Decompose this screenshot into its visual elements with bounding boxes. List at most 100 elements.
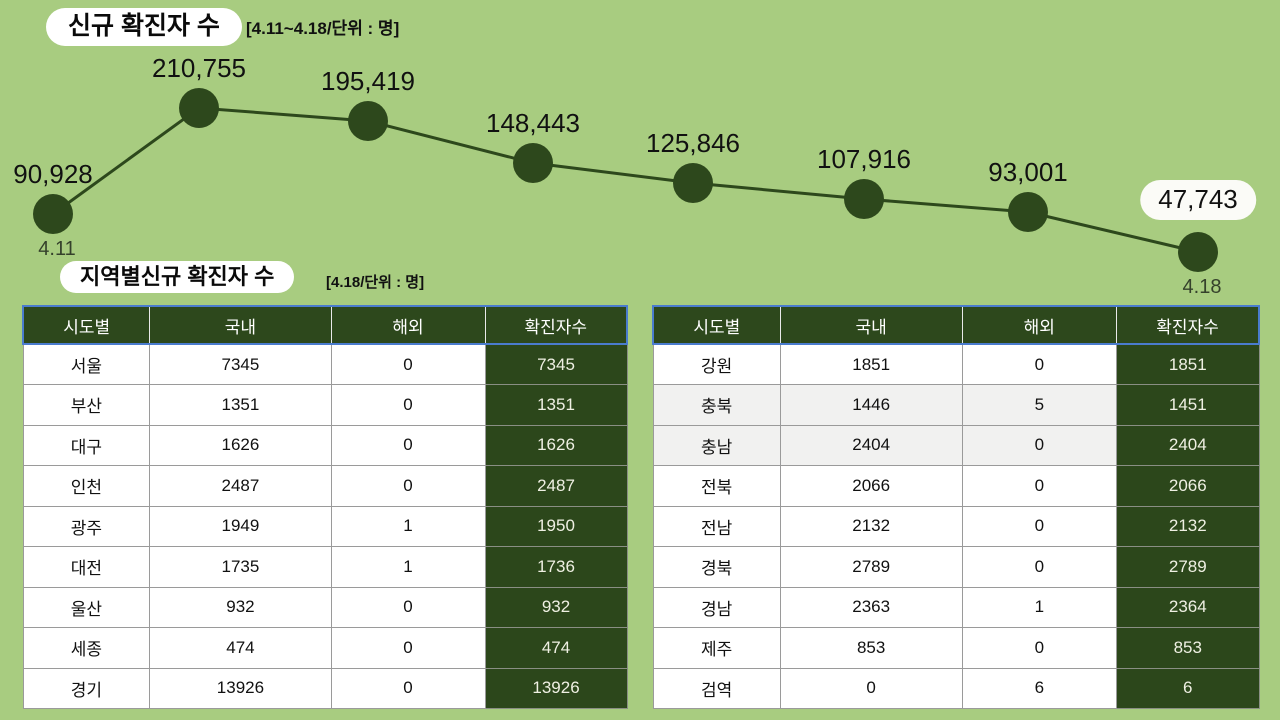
table-row: 전남 2132 0 2132 — [652, 505, 1260, 547]
overseas-cell: 0 — [330, 384, 486, 426]
column-header: 해외 — [330, 305, 486, 345]
regional-table-right-wrap: 시도별 국내 해외 확진자수 강원 1851 0 1851 충북 1446 5 1451 충남 2404… — [651, 305, 1261, 709]
regional-subtitle: [4.18/단위 : 명] — [326, 274, 425, 291]
column-header: 해외 — [961, 305, 1118, 345]
domestic-cell: 1851 — [779, 343, 963, 385]
table-row: 대전 1735 1 1736 — [22, 546, 628, 588]
region-cell: 충남 — [652, 424, 781, 466]
point-value-label: 90,928 — [13, 159, 93, 189]
regional-table-right: 시도별 국내 해외 확진자수 강원 1851 0 1851 충북 1446 5 1451 충남 2404… — [651, 305, 1261, 709]
x-axis-date-label: 4.18 — [1182, 276, 1222, 298]
domestic-cell: 2363 — [779, 586, 963, 628]
overseas-cell: 0 — [330, 424, 486, 466]
region-cell: 경기 — [22, 667, 151, 709]
domestic-cell: 2404 — [779, 424, 963, 466]
overseas-cell: 0 — [961, 343, 1118, 385]
overseas-cell: 0 — [330, 627, 486, 669]
table-row: 충남 2404 0 2404 — [652, 424, 1260, 466]
overseas-cell: 0 — [330, 465, 486, 507]
chart-subtitle: [4.11~4.18/단위 : 명] — [246, 19, 400, 38]
region-cell: 경남 — [652, 586, 781, 628]
total-cell: 2364 — [1116, 586, 1260, 628]
data-point — [179, 88, 219, 128]
table-row: 경남 2363 1 2364 — [652, 586, 1260, 628]
table-header: 시도별 국내 해외 확진자수 — [22, 305, 628, 345]
overseas-cell: 6 — [961, 667, 1118, 709]
table-row: 경북 2789 0 2789 — [652, 546, 1260, 588]
overseas-cell: 0 — [961, 424, 1118, 466]
overseas-cell: 0 — [330, 586, 486, 628]
table-row: 검역 0 6 6 — [652, 667, 1260, 709]
domestic-cell: 7345 — [149, 343, 332, 385]
overseas-cell: 0 — [961, 465, 1118, 507]
point-value-label: 125,846 — [646, 128, 740, 158]
overseas-cell: 1 — [330, 505, 486, 547]
total-cell: 2404 — [1116, 424, 1260, 466]
total-cell: 13926 — [484, 667, 628, 709]
overseas-cell: 1 — [330, 546, 486, 588]
region-cell: 부산 — [22, 384, 151, 426]
total-cell: 1736 — [484, 546, 628, 588]
point-value-label: 195,419 — [321, 66, 415, 96]
point-value-label: 107,916 — [817, 144, 911, 174]
total-cell: 2132 — [1116, 505, 1260, 547]
total-cell: 2066 — [1116, 465, 1260, 507]
total-cell: 1851 — [1116, 343, 1260, 385]
region-cell: 충북 — [652, 384, 781, 426]
table-row: 강원 1851 0 1851 — [652, 343, 1260, 385]
regional-table-left-wrap: 시도별 국내 해외 확진자수 서울 7345 0 7345 부산 1351 0 1351 대구 1626… — [22, 305, 628, 709]
region-cell: 대전 — [22, 546, 151, 588]
total-cell: 2789 — [1116, 546, 1260, 588]
region-cell: 광주 — [22, 505, 151, 547]
point-value-label: 93,001 — [988, 157, 1068, 187]
table-row: 대구 1626 0 1626 — [22, 424, 628, 466]
region-cell: 전북 — [652, 465, 781, 507]
table-row: 전북 2066 0 2066 — [652, 465, 1260, 507]
overseas-cell: 0 — [330, 343, 486, 385]
x-axis-date-label: 4.11 — [38, 238, 76, 260]
data-point — [844, 179, 884, 219]
total-cell: 6 — [1116, 667, 1260, 709]
region-cell: 검역 — [652, 667, 781, 709]
data-point — [513, 143, 553, 183]
overseas-cell: 0 — [961, 627, 1118, 669]
point-value-label: 148,443 — [486, 108, 580, 138]
table-header: 시도별 국내 해외 확진자수 — [651, 305, 1261, 345]
new-cases-chart-section: 90,928 210,755 195,419 148,443 125,846 107,91… — [0, 0, 1280, 310]
data-point — [1178, 232, 1218, 272]
regional-title: 지역별신규 확진자 수 — [80, 264, 275, 289]
table-row: 제주 853 0 853 — [652, 627, 1260, 669]
domestic-cell: 2789 — [779, 546, 963, 588]
region-cell: 세종 — [22, 627, 151, 669]
point-value-label: 210,755 — [152, 53, 246, 83]
data-point — [348, 101, 388, 141]
column-header: 확진자수 — [484, 305, 628, 345]
table-row: 세종 474 0 474 — [22, 627, 628, 669]
total-cell: 7345 — [484, 343, 628, 385]
region-cell: 서울 — [22, 343, 151, 385]
line-series — [52, 106, 1199, 254]
regional-table-left: 시도별 국내 해외 확진자수 서울 7345 0 7345 부산 1351 0 1351 대구 1626… — [22, 305, 628, 709]
data-point — [1008, 192, 1048, 232]
domestic-cell: 2066 — [779, 465, 963, 507]
chart-title: 신규 확진자 수 — [68, 12, 220, 40]
total-cell: 1626 — [484, 424, 628, 466]
total-cell: 932 — [484, 586, 628, 628]
table-row: 경기 13926 0 13926 — [22, 667, 628, 709]
table-row: 인천 2487 0 2487 — [22, 465, 628, 507]
domestic-cell: 1626 — [149, 424, 332, 466]
region-cell: 대구 — [22, 424, 151, 466]
domestic-cell: 853 — [779, 627, 963, 669]
overseas-cell: 5 — [961, 384, 1118, 426]
domestic-cell: 474 — [149, 627, 332, 669]
region-cell: 경북 — [652, 546, 781, 588]
column-header: 시도별 — [651, 305, 781, 345]
regional-title-badge: 지역별신규 확진자 수 — [60, 261, 295, 294]
domestic-cell: 2487 — [149, 465, 332, 507]
domestic-cell: 13926 — [149, 667, 332, 709]
domestic-cell: 2132 — [779, 505, 963, 547]
table-row: 부산 1351 0 1351 — [22, 384, 628, 426]
region-cell: 강원 — [652, 343, 781, 385]
data-point — [673, 163, 713, 203]
